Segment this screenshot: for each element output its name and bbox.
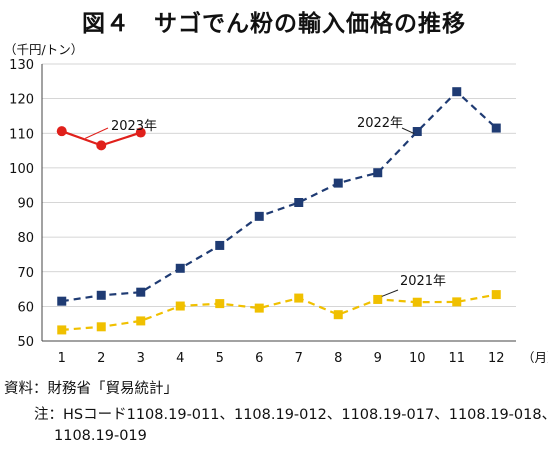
- series-label-0: 2021年: [400, 274, 446, 289]
- series-line-1: [61, 90, 498, 303]
- data-point-s1-4: [175, 263, 185, 273]
- x-tick-label-5: 5: [216, 351, 224, 366]
- data-point-s1-9: [373, 168, 383, 178]
- x-tick-label-12: 12: [488, 351, 505, 366]
- data-point-s1-1: [57, 296, 67, 306]
- data-point-s2-3: [135, 127, 146, 138]
- source-note: 資料：財務省「貿易統計」: [4, 381, 178, 397]
- data-point-s0-3: [136, 316, 146, 326]
- series-label-2: 2023年: [111, 119, 157, 134]
- series-line-0: [61, 293, 497, 331]
- y-tick-label-50: 50: [17, 335, 34, 350]
- y-tick-label-60: 60: [17, 300, 34, 315]
- data-point-s2-2: [96, 140, 107, 151]
- x-tick-label-2: 2: [97, 351, 105, 366]
- data-point-s0-4: [175, 301, 185, 311]
- footnote-line-2: 1108.19-019: [54, 428, 147, 444]
- x-tick-label-1: 1: [58, 351, 66, 366]
- x-tick-label-8: 8: [334, 351, 342, 366]
- data-point-s0-9: [373, 294, 383, 304]
- x-tick-label-6: 6: [255, 351, 263, 366]
- data-point-s1-10: [412, 127, 422, 137]
- data-point-s1-12: [491, 123, 501, 133]
- x-tick-label-4: 4: [176, 351, 184, 366]
- data-point-s1-2: [96, 290, 106, 300]
- y-tick-label-100: 100: [9, 162, 34, 177]
- leader-line-1: [401, 127, 415, 134]
- x-tick-label-9: 9: [374, 351, 382, 366]
- y-tick-label-130: 130: [9, 58, 34, 73]
- chart-title: 図４ サゴでん粉の輸入価格の推移: [82, 11, 466, 37]
- data-point-s0-12: [491, 290, 501, 300]
- y-tick-label-110: 110: [9, 127, 34, 142]
- y-axis-unit-label: （千円/トン）: [4, 42, 83, 57]
- y-tick-label-80: 80: [17, 231, 34, 246]
- x-tick-label-7: 7: [295, 351, 303, 366]
- data-point-s1-6: [254, 211, 264, 221]
- y-tick-label-120: 120: [9, 93, 34, 108]
- annotations: 2021年 2022年 2023年: [85, 116, 446, 297]
- y-tick-label-90: 90: [17, 197, 34, 212]
- data-point-s2-1: [56, 126, 67, 137]
- data-point-s0-8: [333, 310, 343, 320]
- x-axis-unit-label: （月）: [522, 350, 548, 365]
- data-point-s0-11: [452, 297, 462, 307]
- data-point-s1-3: [136, 287, 146, 297]
- data-point-s1-5: [215, 240, 225, 250]
- leader-line-0: [381, 289, 399, 297]
- data-point-s0-10: [412, 297, 422, 307]
- y-tick-label-70: 70: [17, 266, 34, 281]
- data-point-s1-8: [333, 178, 343, 188]
- data-point-s0-5: [215, 299, 225, 309]
- footnote-line-1: 注：HSコード1108.19-011、1108.19-012、1108.19-0…: [34, 407, 548, 423]
- data-point-s0-2: [96, 322, 106, 332]
- leader-line-2: [85, 127, 109, 139]
- grid: [42, 63, 516, 307]
- data-point-s1-11: [452, 87, 462, 97]
- x-tick-label-11: 11: [448, 351, 465, 366]
- data-point-s0-6: [254, 303, 264, 313]
- series-group: [56, 87, 501, 335]
- data-point-s0-7: [294, 293, 304, 303]
- series-label-1: 2022年: [357, 116, 403, 131]
- x-tick-label-10: 10: [409, 351, 426, 366]
- data-point-s1-7: [294, 198, 304, 207]
- data-point-s0-1: [57, 325, 67, 335]
- x-tick-label-3: 3: [137, 351, 145, 366]
